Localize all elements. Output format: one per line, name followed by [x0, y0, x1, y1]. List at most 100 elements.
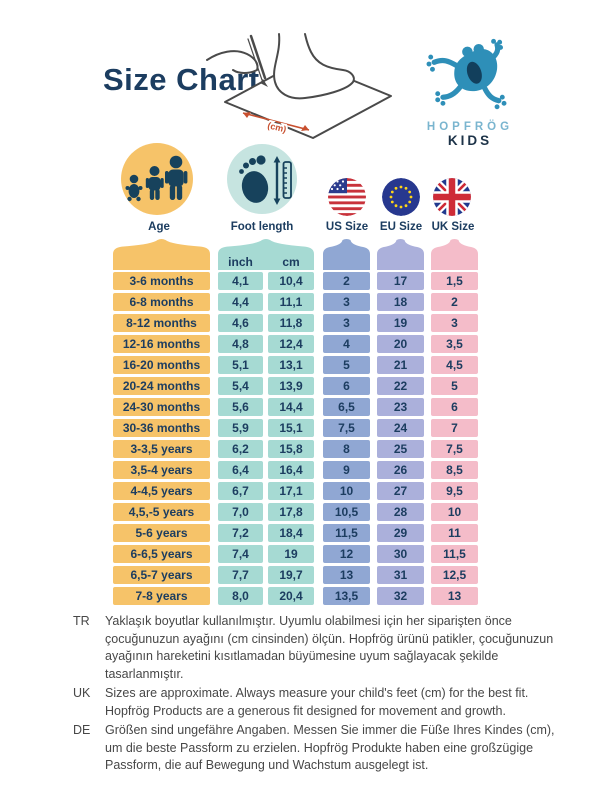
- cm-cell: 15,8: [268, 440, 314, 458]
- age-cell: 30-36 months: [113, 419, 210, 437]
- inch-cell: 7,7: [218, 566, 263, 584]
- us-size-cell: 10: [323, 482, 370, 500]
- inch-cell: 5,9: [218, 419, 263, 437]
- us-size-cell: 13: [323, 566, 370, 584]
- eu-size-column-arch: [377, 238, 424, 270]
- inch-cell: 5,4: [218, 377, 263, 395]
- uk-size-cell: 4,5: [431, 356, 478, 374]
- eu-size-cell: 20: [377, 335, 424, 353]
- age-cell: 5-6 years: [113, 524, 210, 542]
- inch-cell: 7,2: [218, 524, 263, 542]
- age-column-icon-circle: [121, 143, 193, 215]
- us-size-cell: 2: [323, 272, 370, 290]
- eu-size-cell: 23: [377, 398, 424, 416]
- foot-length-column-arch: inch cm: [218, 238, 314, 270]
- footnote-lang-label: TR: [73, 614, 90, 628]
- age-cell: 8-12 months: [113, 314, 210, 332]
- cm-cell: 12,4: [268, 335, 314, 353]
- us-flag-icon: [328, 178, 366, 216]
- inch-cell: 4,1: [218, 272, 263, 290]
- children-icon: [125, 155, 188, 202]
- age-cell: 3-3,5 years: [113, 440, 210, 458]
- cm-cell: 20,4: [268, 587, 314, 605]
- subcolumn-label-inch: inch: [228, 255, 253, 269]
- cm-cell: 16,4: [268, 461, 314, 479]
- table-row: 7-8 years 8,0 20,4 13,5 32 13: [113, 587, 479, 605]
- inch-cell: 5,1: [218, 356, 263, 374]
- cm-cell: 11,1: [268, 293, 314, 311]
- eu-size-cell: 25: [377, 440, 424, 458]
- footnote-lang-label: DE: [73, 723, 91, 737]
- uk-size-cell: 2: [431, 293, 478, 311]
- cm-cell: 18,4: [268, 524, 314, 542]
- us-size-cell: 4: [323, 335, 370, 353]
- us-size-cell: 3: [323, 314, 370, 332]
- foot-outline: [273, 33, 355, 100]
- age-cell: 12-16 months: [113, 335, 210, 353]
- footnotes: TR Yaklaşık boyutlar kullanılmıştır. Uyum…: [73, 613, 555, 777]
- foot-tracing-illustration: (cm): [206, 33, 392, 139]
- us-size-cell: 11,5: [323, 524, 370, 542]
- us-size-cell: 7,5: [323, 419, 370, 437]
- footnote-de: DE Größen sind ungefähre Angaben. Messen …: [73, 722, 555, 775]
- footnote-text: Sizes are approximate. Always measure yo…: [105, 686, 529, 718]
- inch-cell: 6,2: [218, 440, 263, 458]
- us-size-cell: 5: [323, 356, 370, 374]
- uk-size-cell: 3,5: [431, 335, 478, 353]
- eu-size-cell: 27: [377, 482, 424, 500]
- cm-cell: 13,1: [268, 356, 314, 374]
- brand-sub-name: KIDS: [447, 133, 493, 148]
- brand-name: HOPFRÖG: [426, 121, 514, 133]
- cm-cell: 19: [268, 545, 314, 563]
- us-size-cell: 10,5: [323, 503, 370, 521]
- us-size-column-arch: [323, 238, 370, 270]
- footnote-text: Yaklaşık boyutlar kullanılmıştır. Uyumlu…: [105, 614, 554, 681]
- age-cell: 20-24 months: [113, 377, 210, 395]
- us-size-cell: 9: [323, 461, 370, 479]
- table-row: 8-12 months 4,6 11,8 3 19 3: [113, 314, 479, 332]
- frog-logo-icon: [426, 38, 507, 110]
- us-size-cell: 12: [323, 545, 370, 563]
- table-row: 30-36 months 5,9 15,1 7,5 24 7: [113, 419, 479, 437]
- table-row: 3,5-4 years 6,4 16,4 9 26 8,5: [113, 461, 479, 479]
- eu-size-cell: 32: [377, 587, 424, 605]
- inch-cell: 4,8: [218, 335, 263, 353]
- age-cell: 24-30 months: [113, 398, 210, 416]
- footnote-tr: TR Yaklaşık boyutlar kullanılmıştır. Uyum…: [73, 613, 555, 683]
- us-size-cell: 13,5: [323, 587, 370, 605]
- uk-size-cell: 7,5: [431, 440, 478, 458]
- age-cell: 7-8 years: [113, 587, 210, 605]
- foot-ruler-icon: [239, 155, 292, 205]
- eu-size-cell: 22: [377, 377, 424, 395]
- us-size-cell: 6: [323, 377, 370, 395]
- column-label-us-size: US Size: [325, 221, 369, 233]
- eu-size-cell: 17: [377, 272, 424, 290]
- table-row: 20-24 months 5,4 13,9 6 22 5: [113, 377, 479, 395]
- footnote-uk: UK Sizes are approximate. Always measure …: [73, 685, 555, 720]
- table-row: 6,5-7 years 7,7 19,7 13 31 12,5: [113, 566, 479, 584]
- uk-size-cell: 6: [431, 398, 478, 416]
- hand-outline: [206, 50, 259, 74]
- uk-size-cell: 1,5: [431, 272, 478, 290]
- eu-flag-icon: [382, 178, 420, 216]
- column-label-eu-size: EU Size: [379, 221, 423, 233]
- eu-size-cell: 30: [377, 545, 424, 563]
- us-size-cell: 8: [323, 440, 370, 458]
- uk-size-cell: 12,5: [431, 566, 478, 584]
- eu-size-cell: 19: [377, 314, 424, 332]
- column-label-foot-length: Foot length: [230, 221, 294, 233]
- age-cell: 6,5-7 years: [113, 566, 210, 584]
- cm-cell: 15,1: [268, 419, 314, 437]
- cm-cell: 13,9: [268, 377, 314, 395]
- cm-cell: 17,1: [268, 482, 314, 500]
- inch-cell: 5,6: [218, 398, 263, 416]
- us-size-cell: 3: [323, 293, 370, 311]
- uk-size-cell: 7: [431, 419, 478, 437]
- table-row: 16-20 months 5,1 13,1 5 21 4,5: [113, 356, 479, 374]
- pencil-icon: [249, 34, 267, 80]
- cm-cell: 14,4: [268, 398, 314, 416]
- cm-cell: 10,4: [268, 272, 314, 290]
- eu-size-cell: 18: [377, 293, 424, 311]
- table-row: 6-6,5 years 7,4 19 12 30 11,5: [113, 545, 479, 563]
- inch-cell: 6,4: [218, 461, 263, 479]
